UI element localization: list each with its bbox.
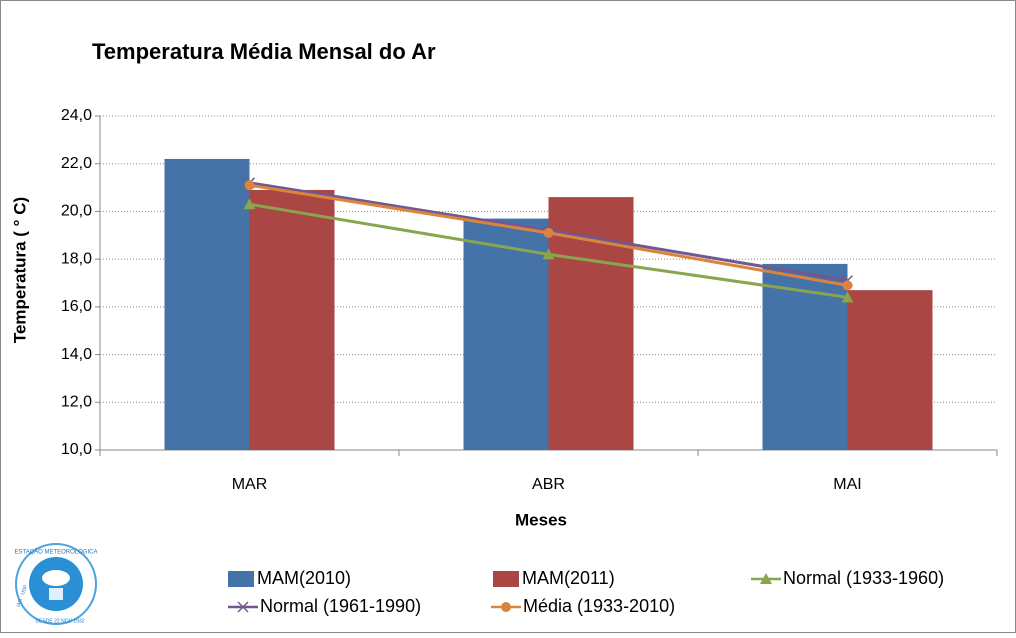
legend-swatch <box>493 571 519 587</box>
point <box>244 180 255 191</box>
legend-label: MAM(2010) <box>257 568 351 588</box>
bar <box>164 158 250 450</box>
y-tick-label: 16,0 <box>61 298 92 315</box>
legend-label: Normal (1933-1960) <box>783 568 944 588</box>
x-tick-label: ABR <box>532 476 565 493</box>
y-tick-label: 10,0 <box>61 441 92 458</box>
bar <box>463 218 549 450</box>
point <box>243 198 256 210</box>
x-tick-label: MAR <box>232 476 268 493</box>
y-tick-label: 20,0 <box>61 203 92 220</box>
y-tick-label: 12,0 <box>61 394 92 411</box>
logo-top-text: ESTAÇÃO METEOROLÓGICA <box>15 549 98 556</box>
legend-marker <box>760 573 772 584</box>
point <box>542 248 555 260</box>
point <box>842 280 853 291</box>
point <box>543 227 554 238</box>
legend-marker <box>237 601 249 613</box>
legend-marker <box>501 602 511 612</box>
x-axis-label: Meses <box>515 510 567 529</box>
y-tick-label: 14,0 <box>61 346 92 363</box>
legend-label: Normal (1961-1990) <box>260 596 421 616</box>
legend-label: MAM(2011) <box>522 568 615 588</box>
bar <box>847 290 933 450</box>
logo-station <box>49 588 63 600</box>
y-tick-label: 24,0 <box>61 107 92 124</box>
legend-swatch <box>228 571 254 587</box>
chart-title: Temperatura Média Mensal do Ar <box>92 39 436 64</box>
logo: ESTAÇÃO METEOROLÓGICA IAG · USP DESDE 22… <box>15 543 98 625</box>
y-tick-label: 22,0 <box>61 155 92 172</box>
logo-cloud <box>42 570 70 586</box>
legend-label: Média (1933-2010) <box>523 596 675 616</box>
bar <box>249 189 335 450</box>
y-axis-label: Temperatura ( ° C) <box>10 197 29 343</box>
x-tick-label: MAI <box>833 476 861 493</box>
y-tick-label: 18,0 <box>61 250 92 267</box>
logo-bottom-text: DESDE 22 NOV 1932 <box>36 618 85 624</box>
point <box>841 291 854 303</box>
